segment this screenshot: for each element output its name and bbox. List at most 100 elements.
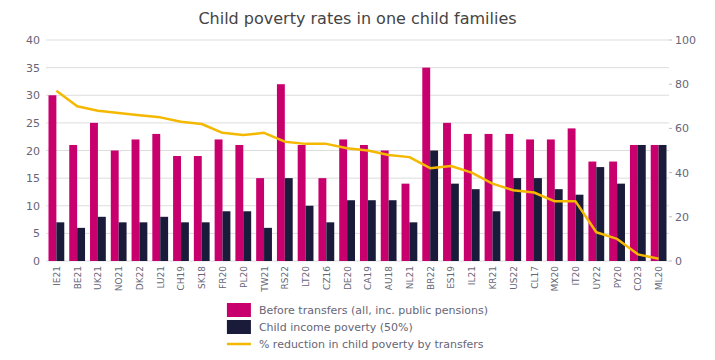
y2-tick-label: 100 [675,34,696,47]
bar [381,151,389,262]
y-tick-label: 15 [26,172,40,185]
x-tick-label: RS22 [280,266,290,289]
x-tick-label: NO21 [114,266,124,291]
y2-tick-label: 0 [675,255,682,268]
bar [285,178,293,261]
bar [609,162,617,261]
bar [588,162,596,261]
x-tick-label: FR20 [218,266,228,289]
y2-tick-label: 20 [675,211,689,224]
bar [90,123,98,261]
y2-tick [669,216,672,217]
bar [638,145,646,261]
x-tick-label: UK21 [93,266,103,290]
legend: Before transfers (all, inc. public pensi… [227,303,488,351]
bar [298,145,306,261]
y2-tick [669,172,672,173]
x-tick-label: US22 [509,266,519,290]
bar [409,222,417,261]
y-tick-label: 0 [33,255,40,268]
chart: Child poverty rates in one child familie… [0,0,715,360]
bar [202,222,210,261]
x-tick-label: UY22 [592,266,602,290]
x-tick-label: TW21 [260,266,270,293]
bar [492,211,500,261]
x-tick-label: IE21 [52,266,62,286]
bar [119,222,127,261]
line [56,91,658,259]
bar [243,211,251,261]
grid [46,40,669,261]
marks [48,68,666,261]
grid-line [46,122,669,123]
bar [173,156,181,261]
legend-swatch [227,320,251,334]
bar [630,145,638,261]
x-tick-label: ML20 [654,266,664,291]
legend-label: Child income poverty (50%) [259,321,413,334]
bar [215,139,223,261]
bar [152,134,160,261]
bar [160,217,168,261]
x-tick-label: CO23 [633,266,643,291]
grid-line [46,95,669,96]
bar-series [56,145,666,261]
x-tick-label: AU18 [384,266,394,290]
y-tick-label: 25 [26,117,40,130]
x-tick-label: LT20 [301,266,311,287]
x-tick-label: PY20 [613,266,623,288]
y2-tick [669,84,672,85]
bar [402,184,410,261]
y-tick-label: 20 [26,145,40,158]
x-tick-label: DK22 [135,266,145,290]
x-tick-label: BR22 [426,266,436,290]
x-tick-label: NL21 [405,266,415,289]
bar [347,200,355,261]
legend-swatch [227,303,251,317]
y2-tick [669,261,672,262]
legend-item: % reduction in child poverty by transfer… [227,338,484,351]
bar [568,128,576,261]
bar [389,200,397,261]
bar [505,134,513,261]
x-tick-label: SK18 [197,266,207,289]
bar-series [48,68,658,261]
bar [472,189,480,261]
y-tick-label: 30 [26,89,40,102]
bar [318,178,326,261]
legend-item: Before transfers (all, inc. public pensi… [227,303,488,317]
bar [368,200,376,261]
x-tick-label: LU21 [156,266,166,289]
bar [69,145,77,261]
y2-tick-label: 40 [675,167,689,180]
bar [264,228,272,261]
legend-item: Child income poverty (50%) [227,320,413,334]
grid-line [46,67,669,68]
grid-line [46,40,669,41]
y2-tick-label: 60 [675,122,689,135]
y2-tick [669,40,672,41]
x-tick-label: DE20 [343,266,353,290]
bar [534,178,542,261]
x-tick-label: CH19 [176,266,186,291]
bar [194,156,202,261]
bar [56,222,64,261]
bar [223,211,231,261]
bar [451,184,459,261]
bar [485,134,493,261]
bar [111,151,119,262]
title: Child poverty rates in one child familie… [198,9,516,28]
y-tick-label: 5 [33,227,40,240]
bar [277,84,285,261]
x-tick-label: KR21 [488,266,498,290]
bar [132,139,140,261]
y-tick-label: 10 [26,200,40,213]
legend-label: Before transfers (all, inc. public pensi… [259,304,488,317]
bar [596,167,604,261]
x-tick-label: IT20 [571,266,581,286]
bar [139,222,147,261]
bar [659,145,667,261]
x-tick-label: ES19 [446,266,456,289]
bar [464,134,472,261]
bar [326,222,334,261]
